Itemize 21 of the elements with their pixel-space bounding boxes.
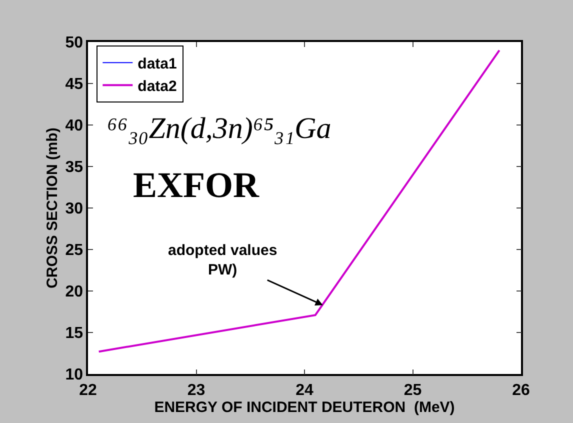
y-axis-title: CROSS SECTION (mb) [44,128,62,288]
y-tick-label: 45 [65,76,84,94]
y-tick-label: 10 [65,366,84,384]
y-tick-label: 15 [65,325,84,342]
x-tick-label: 25 [404,382,422,399]
y-tick-label: 20 [65,284,84,301]
x-axis-title: ENERGY OF INCIDENT DEUTERON (MeV) [154,398,455,416]
annotation: EXFOR [133,165,260,205]
y-tick-label: 25 [65,242,84,260]
legend-label: data1 [138,55,177,72]
x-tick-label: 26 [512,382,530,399]
annotation: ⁶⁶₃₀Zn(d,3n)⁶⁵₃₁Ga [107,112,332,145]
y-tick-label: 30 [65,200,84,218]
x-tick-label: 22 [79,382,97,399]
x-tick-label: 24 [296,382,314,399]
annotation: adopted values PW) [168,242,278,278]
legend-label: data2 [138,78,177,95]
y-tick-label: 50 [65,34,84,52]
y-tick-label: 40 [65,118,84,135]
x-tick-label: 23 [187,382,206,399]
y-tick-label: 35 [65,159,84,176]
